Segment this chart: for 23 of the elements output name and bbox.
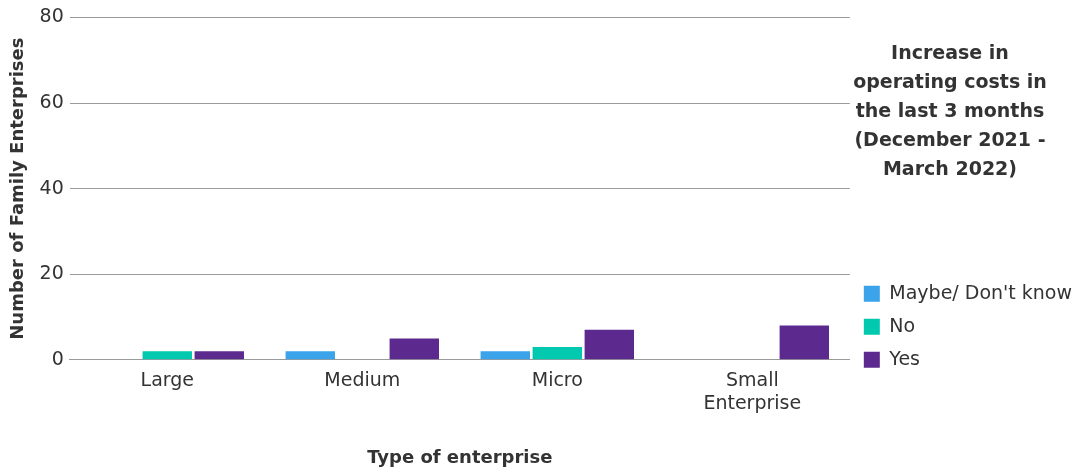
- x-axis-title: Type of enterprise: [367, 445, 553, 467]
- y-tick-label: 20: [39, 261, 64, 284]
- x-tick-label: Large: [140, 368, 195, 391]
- legend-label: Yes: [888, 346, 920, 369]
- legend-label: No: [889, 313, 916, 336]
- y-tick-label: 80: [39, 4, 64, 27]
- y-axis-title: Number of Family Enterprises: [6, 37, 28, 340]
- x-tick-label: Micro: [531, 368, 583, 391]
- bar: [142, 351, 192, 360]
- bar: [532, 346, 582, 360]
- x-tick-label: Small Enterprise: [703, 368, 802, 413]
- legend-label: Maybe/ Don't know: [889, 280, 1073, 303]
- x-tick-label: Medium: [324, 368, 401, 391]
- y-tick-label: 40: [39, 175, 64, 198]
- legend-title: Increase in operating costs in the last 3 months (December 2021 - March 2022): [852, 40, 1048, 181]
- bar: [779, 325, 830, 360]
- bar: [389, 338, 439, 360]
- y-tick-label: 60: [39, 89, 64, 112]
- bar: [194, 351, 244, 360]
- bar: [480, 351, 530, 360]
- bar: [584, 329, 634, 360]
- y-tick-label: 0: [51, 346, 64, 369]
- bar: [285, 351, 335, 360]
